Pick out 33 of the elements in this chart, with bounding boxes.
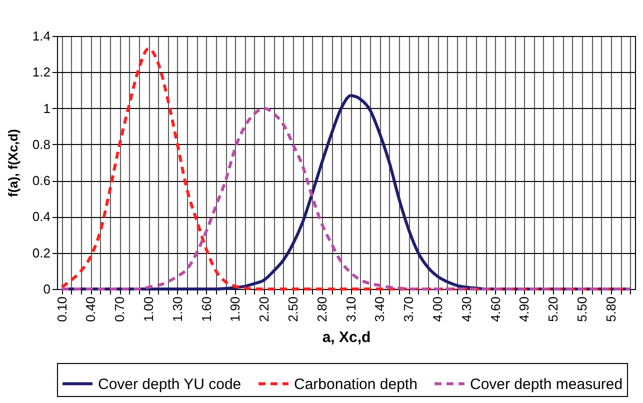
- x-tick-label: 0.70: [112, 296, 128, 322]
- x-tick-label: 1.00: [141, 296, 156, 322]
- x-tick-label: 4.60: [488, 296, 503, 322]
- x-tick-label: 4.30: [458, 296, 474, 322]
- y-tick-label: 0.4: [32, 209, 50, 224]
- x-tick-label: 1.90: [228, 296, 243, 322]
- x-tick-label: 2.80: [314, 296, 330, 322]
- x-tick-label: 2.20: [256, 296, 272, 322]
- x-tick-label: 3.40: [372, 296, 388, 322]
- y-tick-label: 0.8: [32, 136, 50, 152]
- legend-label: Carbonation depth: [294, 376, 418, 393]
- legend-label: Cover depth YU code: [98, 376, 242, 393]
- x-tick-label: 1.30: [170, 296, 185, 322]
- x-tick-label: 5.20: [546, 296, 561, 322]
- x-tick-label: 2.50: [286, 296, 301, 322]
- x-tick-label: 4.90: [516, 296, 532, 322]
- y-axis-title: f(a), f(Xc,d): [5, 129, 20, 197]
- x-tick-label: 0.10: [54, 296, 70, 322]
- x-axis-title: a, Xc,d: [322, 328, 371, 346]
- x-tick-label: 0.40: [83, 296, 98, 322]
- y-tick-label: 1: [43, 100, 50, 116]
- legend-label: Cover depth measured: [470, 376, 623, 393]
- x-tick-label: 4.00: [430, 296, 446, 322]
- y-tick-label: 0.6: [32, 173, 50, 188]
- x-tick-label: 3.70: [401, 296, 416, 322]
- y-tick-label: 1.2: [32, 64, 50, 80]
- y-tick-label: 0.2: [32, 245, 50, 260]
- x-tick-label: 5.80: [603, 296, 618, 322]
- y-tick-label: 1.4: [32, 28, 50, 44]
- x-tick-label: 3.10: [343, 296, 358, 322]
- x-tick-label: 1.60: [198, 296, 214, 322]
- y-tick-label: 0: [43, 282, 50, 296]
- x-tick-label: 5.50: [574, 296, 590, 322]
